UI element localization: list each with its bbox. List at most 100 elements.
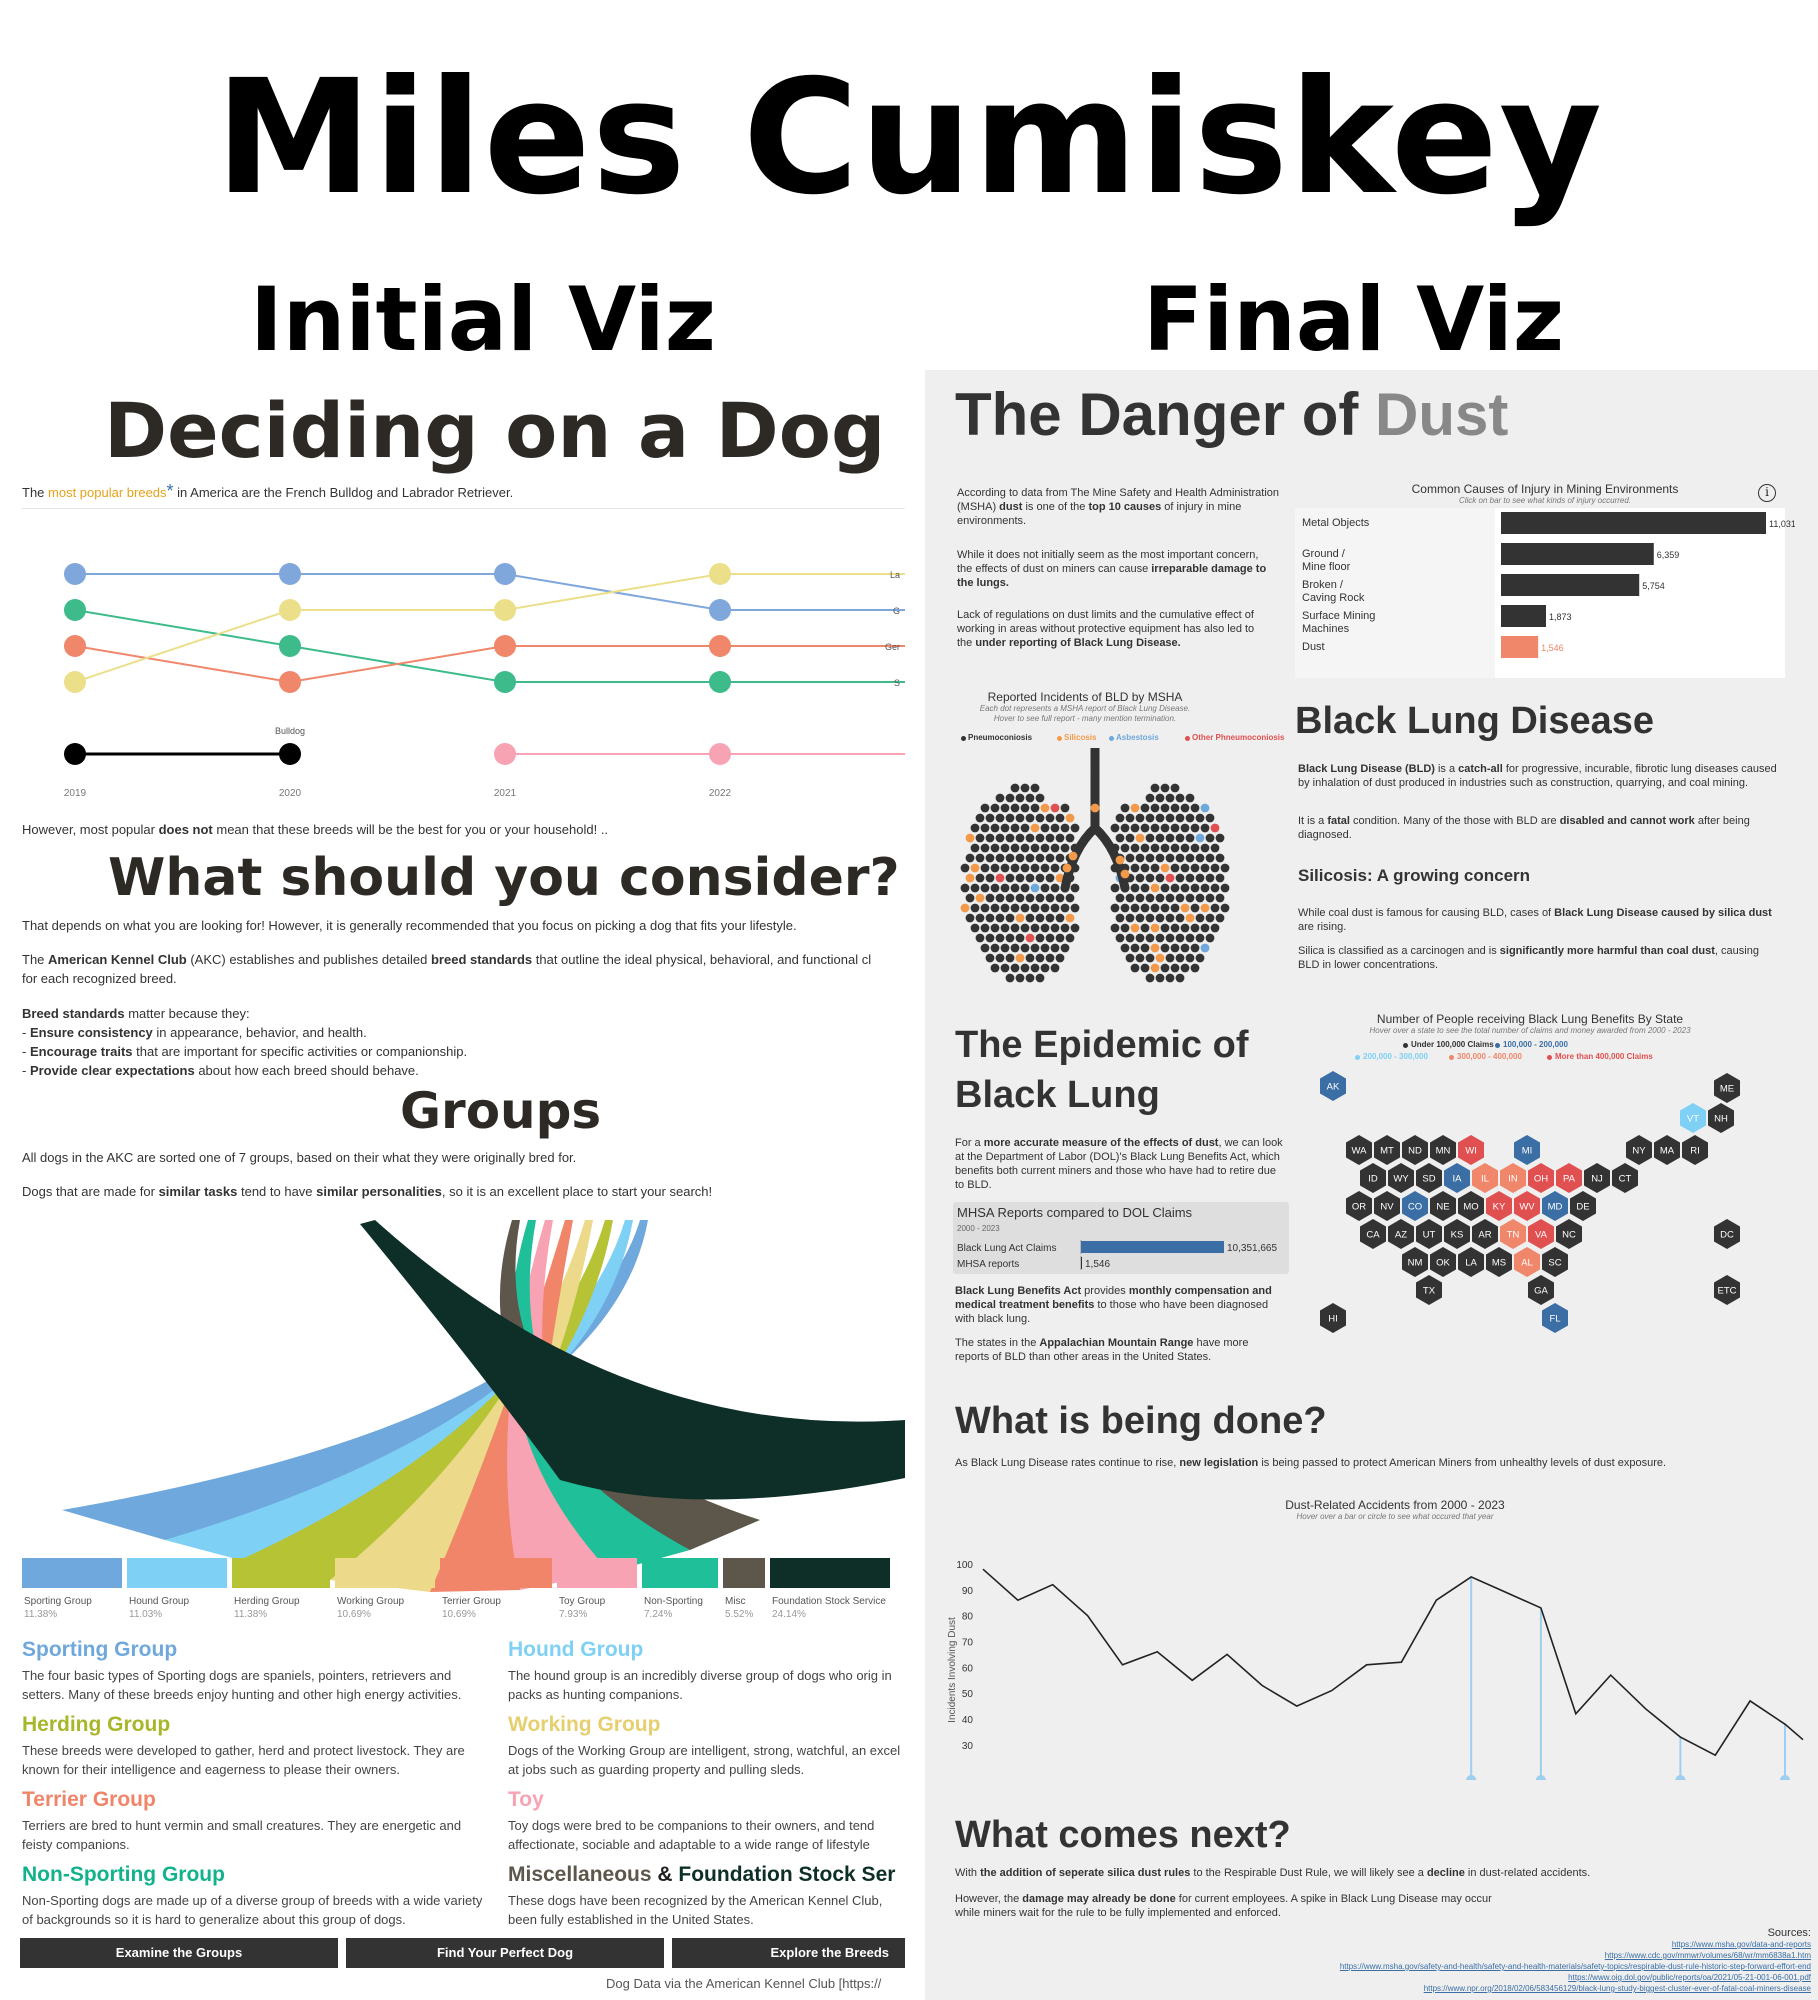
- group-title[interactable]: Terrier Group: [22, 1788, 156, 1811]
- state-hex[interactable]: WI: [1458, 1135, 1484, 1165]
- legend-swatch[interactable]: [22, 1558, 122, 1588]
- state-hex[interactable]: WV: [1514, 1191, 1540, 1221]
- state-hex[interactable]: MI: [1514, 1135, 1540, 1165]
- state-hex[interactable]: RI: [1682, 1135, 1708, 1165]
- state-hex[interactable]: NM: [1402, 1247, 1428, 1277]
- state-hex[interactable]: PA: [1556, 1163, 1582, 1193]
- legend-swatch[interactable]: [557, 1558, 637, 1588]
- source-link[interactable]: https://www.oig.dol.gov/public/reports/o…: [1568, 1973, 1811, 1982]
- state-hex[interactable]: OH: [1528, 1163, 1554, 1193]
- legend-swatch[interactable]: [440, 1558, 552, 1588]
- injury-bar-label: Surface Mining: [1302, 610, 1375, 622]
- lung-dot: [1140, 883, 1150, 893]
- state-hex[interactable]: IL: [1472, 1163, 1498, 1193]
- state-hex[interactable]: TX: [1416, 1275, 1442, 1305]
- explore-breeds-button[interactable]: Explore the Breeds: [672, 1938, 905, 1968]
- legend-swatch[interactable]: [127, 1558, 227, 1588]
- event-circle[interactable]: [1466, 1775, 1477, 1780]
- group-title[interactable]: Hound Group: [508, 1638, 644, 1661]
- state-hex[interactable]: CA: [1360, 1219, 1386, 1249]
- state-hex[interactable]: ETC: [1714, 1275, 1740, 1305]
- state-hex[interactable]: ME: [1714, 1073, 1740, 1103]
- state-hex[interactable]: VT: [1680, 1103, 1706, 1133]
- state-hex[interactable]: AR: [1472, 1219, 1498, 1249]
- state-hex-shape: [1528, 1163, 1554, 1193]
- state-hex[interactable]: MD: [1542, 1191, 1568, 1221]
- legend-swatch[interactable]: [642, 1558, 718, 1588]
- state-hex[interactable]: WA: [1346, 1135, 1372, 1165]
- state-hex[interactable]: NC: [1556, 1219, 1582, 1249]
- group-title[interactable]: Working Group: [508, 1713, 661, 1736]
- injury-bar-value: 5,754: [1642, 581, 1665, 591]
- state-hex[interactable]: LA: [1458, 1247, 1484, 1277]
- state-hex[interactable]: CT: [1612, 1163, 1638, 1193]
- state-hex[interactable]: ID: [1360, 1163, 1386, 1193]
- state-hex[interactable]: TN: [1500, 1219, 1526, 1249]
- legend-swatch[interactable]: [770, 1558, 890, 1588]
- group-title[interactable]: Toy: [508, 1788, 544, 1811]
- lung-dot: [1045, 893, 1055, 903]
- info-icon[interactable]: i: [1758, 484, 1776, 502]
- state-hex[interactable]: MS: [1486, 1247, 1512, 1277]
- state-hex[interactable]: VA: [1528, 1219, 1554, 1249]
- lung-dot: [1025, 953, 1035, 963]
- state-hex[interactable]: DE: [1570, 1191, 1596, 1221]
- state-hex-shape: [1584, 1163, 1610, 1193]
- state-hex[interactable]: MO: [1458, 1191, 1484, 1221]
- event-circle[interactable]: [1780, 1775, 1790, 1780]
- legend-swatch[interactable]: [232, 1558, 330, 1588]
- state-hex[interactable]: NY: [1626, 1135, 1652, 1165]
- state-hex[interactable]: IN: [1500, 1163, 1526, 1193]
- event-circle[interactable]: [1675, 1775, 1686, 1780]
- state-hex[interactable]: OK: [1430, 1247, 1456, 1277]
- lung-dot: [1195, 913, 1205, 923]
- state-hex[interactable]: OR: [1346, 1191, 1372, 1221]
- state-hex[interactable]: DC: [1714, 1219, 1740, 1249]
- state-hex[interactable]: SC: [1542, 1247, 1568, 1277]
- lung-dot: [1210, 843, 1220, 853]
- state-hex[interactable]: KY: [1486, 1191, 1512, 1221]
- source-link[interactable]: https://www.cdc.gov/mmwr/volumes/68/wr/m…: [1604, 1951, 1811, 1960]
- state-hex[interactable]: NH: [1708, 1103, 1734, 1133]
- state-hex[interactable]: NJ: [1584, 1163, 1610, 1193]
- state-hex[interactable]: IA: [1444, 1163, 1470, 1193]
- state-hex[interactable]: GA: [1528, 1275, 1554, 1305]
- state-hex[interactable]: HI: [1320, 1303, 1346, 1333]
- state-hex[interactable]: AK: [1320, 1071, 1346, 1101]
- lung-dot: [1015, 913, 1025, 923]
- state-hex[interactable]: NE: [1430, 1191, 1456, 1221]
- state-hex-shape: [1346, 1191, 1372, 1221]
- state-hex[interactable]: NV: [1374, 1191, 1400, 1221]
- source-link[interactable]: https://www.msha.gov/safety-and-health/s…: [1339, 1962, 1811, 1971]
- state-hex[interactable]: WY: [1388, 1163, 1414, 1193]
- source-link[interactable]: https://www.npr.org/2018/02/06/583456129…: [1423, 1984, 1811, 1993]
- state-hex[interactable]: MT: [1374, 1135, 1400, 1165]
- state-hex[interactable]: ND: [1402, 1135, 1428, 1165]
- group-title[interactable]: Herding Group: [22, 1713, 171, 1736]
- state-hex[interactable]: KS: [1444, 1219, 1470, 1249]
- examine-groups-button[interactable]: Examine the Groups: [20, 1938, 338, 1968]
- state-hex[interactable]: AL: [1514, 1247, 1540, 1277]
- lung-dot: [995, 913, 1005, 923]
- state-hex-shape: [1680, 1103, 1706, 1133]
- state-hex[interactable]: SD: [1416, 1163, 1442, 1193]
- lung-dot: [1140, 843, 1150, 853]
- group-title[interactable]: Sporting Group: [22, 1638, 178, 1661]
- lung-dot: [1015, 793, 1025, 803]
- legend-swatch[interactable]: [335, 1558, 435, 1588]
- legend-swatch[interactable]: [723, 1558, 765, 1588]
- intro-text: The most popular breeds* in America are …: [22, 481, 514, 501]
- state-hex[interactable]: UT: [1416, 1219, 1442, 1249]
- source-link[interactable]: https://www.msha.gov/data-and-reports: [1671, 1940, 1811, 1949]
- state-hex[interactable]: AZ: [1388, 1219, 1414, 1249]
- event-circle[interactable]: [1535, 1775, 1546, 1780]
- group-title[interactable]: Miscellaneous & Foundation Stock Ser: [508, 1863, 896, 1886]
- y-tick-label: 50: [962, 1689, 974, 1700]
- popular-breeds-link[interactable]: most popular breeds: [48, 485, 167, 500]
- state-hex[interactable]: MA: [1654, 1135, 1680, 1165]
- state-hex[interactable]: FL: [1542, 1303, 1568, 1333]
- state-hex[interactable]: CO: [1402, 1191, 1428, 1221]
- state-hex[interactable]: MN: [1430, 1135, 1456, 1165]
- group-title[interactable]: Non-Sporting Group: [22, 1863, 225, 1886]
- find-dog-button[interactable]: Find Your Perfect Dog: [346, 1938, 664, 1968]
